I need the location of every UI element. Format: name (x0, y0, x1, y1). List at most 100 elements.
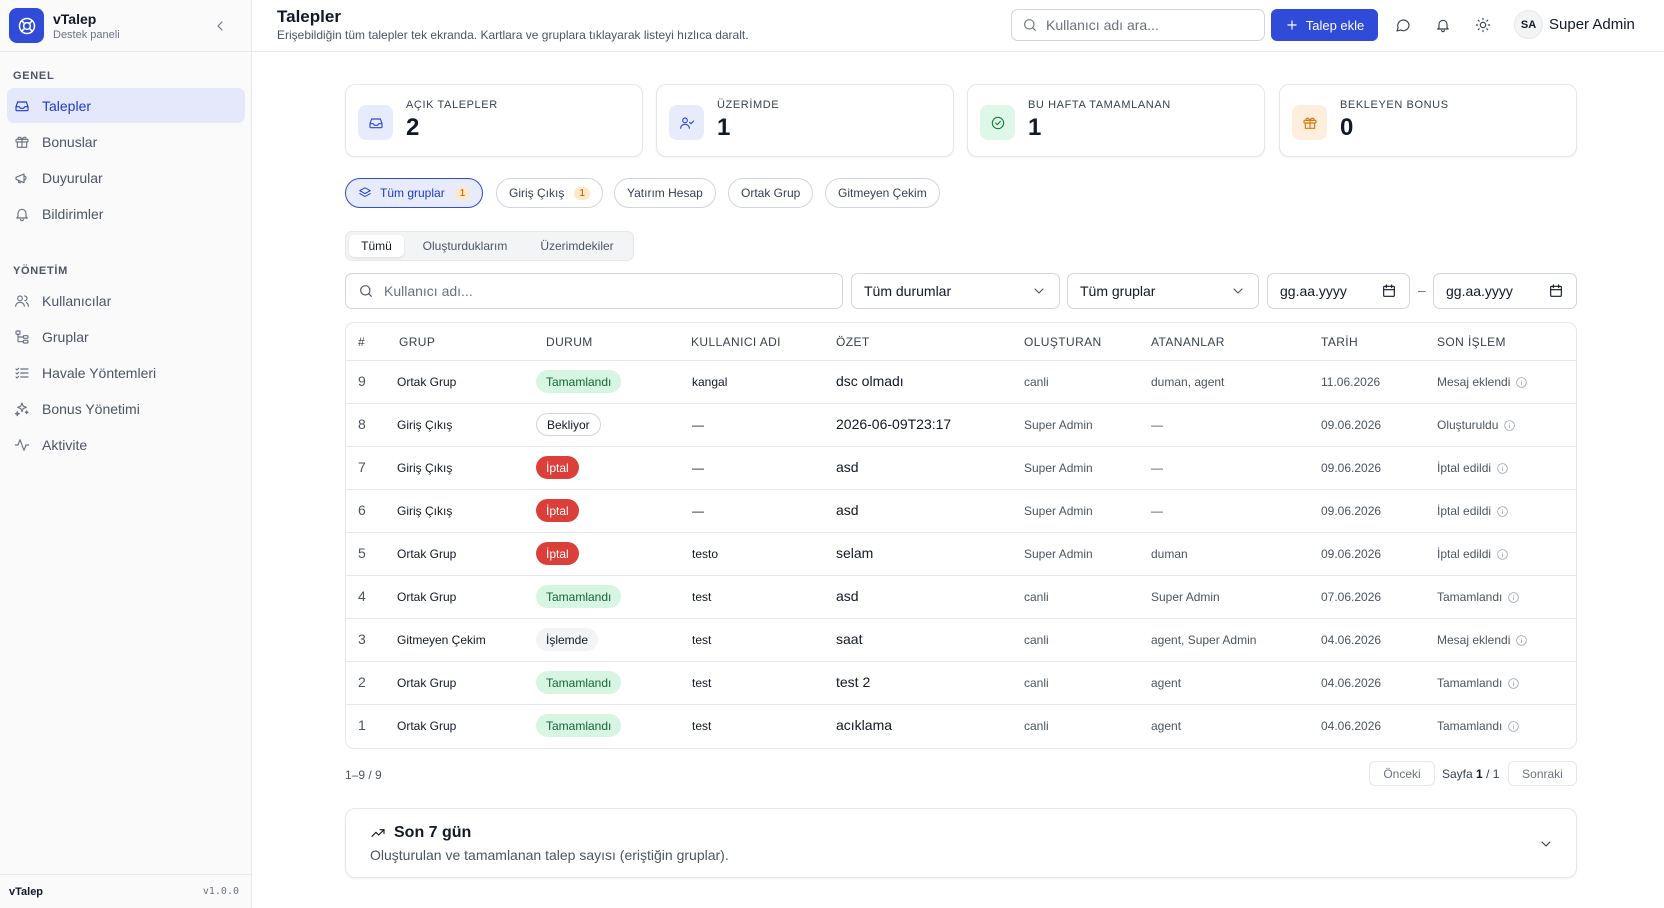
expand-panel-button[interactable] (1538, 836, 1554, 852)
lifebuoy-logo-icon (9, 8, 44, 43)
bell-icon (16, 208, 28, 221)
col-header-summary[interactable]: ÖZET (836, 335, 870, 349)
col-header-last-action[interactable]: SON İŞLEM (1437, 335, 1506, 349)
page-indicator: Sayfa 1 / 1 (1442, 767, 1499, 781)
col-header-status[interactable]: DURUM (546, 335, 593, 349)
notifications-button[interactable] (1435, 17, 1451, 33)
info-icon[interactable] (1507, 677, 1520, 690)
table-row[interactable]: 6 Giriş Çıkış İptal — asd Super Admin — 09.06.2… (346, 490, 1576, 533)
table-row[interactable]: 4 Ortak Grup Tamamlandı test asd canli Super A… (346, 576, 1576, 619)
table-row[interactable]: 1 Ortak Grup Tamamlandı test acıklama canli ag… (346, 705, 1576, 748)
table-row[interactable]: 3 Gitmeyen Çekim İşlemde test saat canli agent… (346, 619, 1576, 662)
stat-card-mine[interactable]: ÜZERİMDE 1 (656, 84, 954, 157)
info-icon[interactable] (1507, 591, 1520, 604)
sidebar-item-havale-yontemleri[interactable]: Havale Yöntemleri (7, 355, 245, 390)
cell-summary: test 2 (836, 674, 871, 690)
stat-value: 0 (1340, 114, 1354, 141)
status-badge: Tamamlandı (536, 585, 622, 608)
cell-group: Ortak Grup (397, 375, 457, 389)
stat-card-open[interactable]: AÇIK TALEPLER 2 (345, 84, 643, 157)
cell-group: Ortak Grup (397, 719, 457, 733)
messages-button[interactable] (1395, 17, 1411, 33)
info-icon[interactable] (1496, 548, 1509, 561)
table-row[interactable]: 7 Giriş Çıkış İptal — asd Super Admin — 09.06.2… (346, 447, 1576, 490)
date-from-input[interactable]: gg.aa.yyyy (1267, 273, 1410, 309)
chevron-left-icon (217, 20, 223, 31)
stat-card-pending-bonus[interactable]: BEKLEYEN BONUS 0 (1279, 84, 1577, 157)
col-header-assignees[interactable]: ATANANLAR (1151, 335, 1225, 349)
last-action-text: İptal edildi (1437, 547, 1492, 561)
date-to-input[interactable]: gg.aa.yyyy (1433, 273, 1577, 309)
table-row[interactable]: 5 Ortak Grup İptal testo selam Super Admin dum… (346, 533, 1576, 576)
date-from-value: gg.aa.yyyy (1280, 283, 1347, 299)
footer-app-name: vTalep (9, 885, 44, 898)
group-filter-select[interactable]: Tüm gruplar (1067, 273, 1259, 309)
chevron-down-icon (1541, 841, 1551, 847)
info-icon[interactable] (1496, 462, 1509, 475)
username-filter[interactable] (345, 273, 843, 309)
inbox-icon (15, 100, 29, 111)
sidebar-item-kullanicilar[interactable]: Kullanıcılar (7, 283, 245, 318)
info-icon[interactable] (1503, 419, 1516, 432)
global-search-input[interactable] (1046, 17, 1246, 33)
global-search[interactable] (1011, 9, 1265, 41)
cell-id: 2 (358, 674, 366, 690)
username-filter-input[interactable] (384, 283, 784, 299)
add-request-button[interactable]: Talep ekle (1271, 9, 1378, 41)
status-filter-select[interactable]: Tüm durumlar (851, 273, 1060, 309)
sidebar-item-talepler[interactable]: Talepler (7, 88, 245, 123)
collapse-sidebar-button[interactable] (212, 18, 228, 34)
chip-label: Ortak Grup (741, 186, 801, 200)
col-header-creator[interactable]: OLUŞTURAN (1024, 335, 1102, 349)
chip-gitmeyen-cekim[interactable]: Gitmeyen Çekim (825, 178, 940, 208)
sidebar-item-bonus-yonetimi[interactable]: Bonus Yönetimi (7, 391, 245, 426)
chip-ortak-grup[interactable]: Ortak Grup (728, 178, 814, 208)
tab-created-by-me[interactable]: Oluşturduklarım (422, 239, 508, 253)
sidebar-footer: vTalep v1.0.0 (0, 874, 251, 908)
table-row[interactable]: 9 Ortak Grup Tamamlandı kangal dsc olmadı can… (346, 361, 1576, 404)
user-avatar[interactable]: SA (1514, 10, 1543, 39)
info-icon[interactable] (1507, 720, 1520, 733)
sidebar-item-bildirimler[interactable]: Bildirimler (7, 196, 245, 231)
cell-assignees: — (1151, 504, 1163, 518)
user-name[interactable]: Super Admin (1549, 16, 1635, 33)
sidebar-item-label: Kullanıcılar (42, 292, 112, 309)
cell-creator: Super Admin (1024, 461, 1093, 475)
sidebar-item-label: Bonus Yönetimi (42, 400, 140, 417)
cell-username: test (692, 719, 712, 733)
chip-giris-cikis[interactable]: Giriş Çıkış 1 (496, 178, 603, 208)
sidebar-item-label: Bildirimler (42, 205, 104, 222)
page-title: Talepler (277, 7, 341, 26)
stat-card-completed-week[interactable]: BU HAFTA TAMAMLANAN 1 (967, 84, 1265, 157)
prev-page-button[interactable]: Önceki (1369, 761, 1435, 786)
col-header-group[interactable]: GRUP (399, 335, 436, 349)
sidebar-item-aktivite[interactable]: Aktivite (7, 427, 245, 462)
sidebar-item-bonuslar[interactable]: Bonuslar (7, 124, 245, 159)
tab-all[interactable]: Tümü (349, 235, 404, 257)
chip-all-groups[interactable]: Tüm gruplar 1 (345, 178, 484, 208)
tab-assigned-to-me[interactable]: Üzerimdekiler (540, 239, 614, 253)
cell-last-action: Tamamlandı (1437, 719, 1520, 733)
col-header-username[interactable]: KULLANICI ADI (691, 335, 781, 349)
cell-assignees: agent (1151, 676, 1182, 690)
info-icon[interactable] (1515, 376, 1528, 389)
theme-toggle-button[interactable] (1475, 17, 1491, 33)
chip-yatirim-hesap[interactable]: Yatırım Hesap (614, 178, 716, 208)
info-icon[interactable] (1496, 505, 1509, 518)
next-page-button[interactable]: Sonraki (1508, 761, 1577, 786)
table-header: # GRUP DURUM KULLANICI ADI ÖZET OLUŞTURA… (346, 323, 1576, 361)
sidebar-item-gruplar[interactable]: Gruplar (7, 319, 245, 354)
table-row[interactable]: 2 Ortak Grup Tamamlandı test test 2 canli agen… (346, 662, 1576, 705)
col-header-date[interactable]: TARİH (1321, 335, 1359, 349)
status-badge: İşlemde (536, 628, 599, 651)
col-header-id: # (358, 335, 366, 349)
chip-label: Giriş Çıkış (509, 186, 565, 200)
trend-panel[interactable]: Son 7 gün Oluşturulan ve tamamlanan tale… (345, 808, 1577, 878)
table-row[interactable]: 8 Giriş Çıkış Bekliyor — 2026-06-09T23:17 Sup… (346, 404, 1576, 447)
cell-username: testo (692, 547, 719, 561)
cell-last-action: Mesaj eklendi (1437, 633, 1528, 647)
info-icon[interactable] (1515, 634, 1528, 647)
sidebar-item-duyurular[interactable]: Duyurular (7, 160, 245, 195)
calendar-icon (1550, 284, 1562, 297)
cell-creator: Super Admin (1024, 418, 1093, 432)
